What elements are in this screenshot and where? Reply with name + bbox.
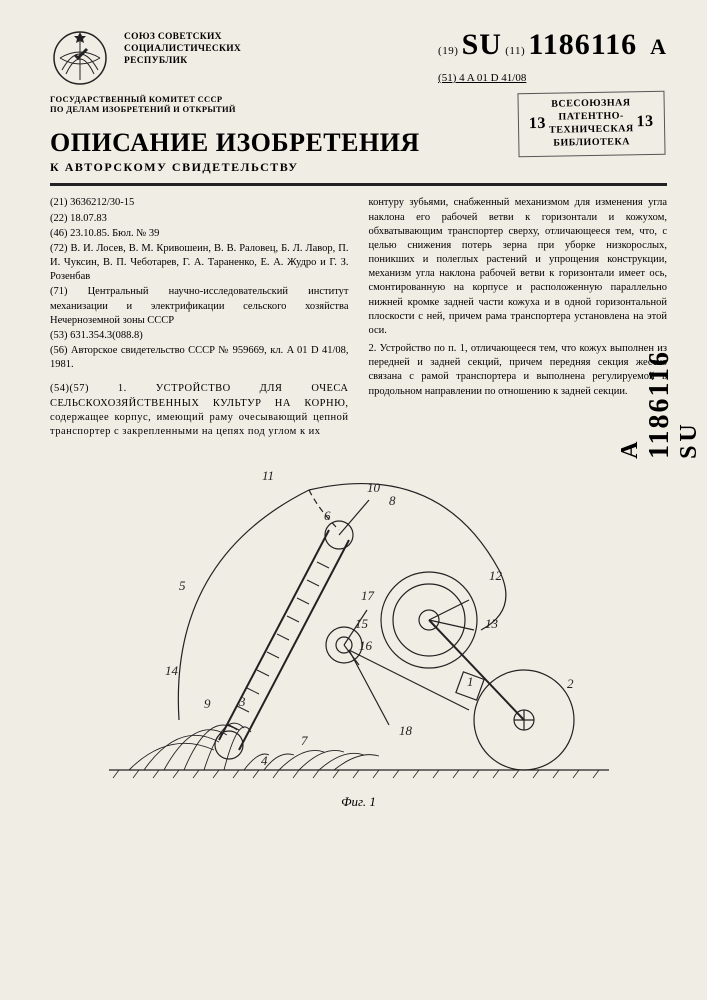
code-suffix: A bbox=[650, 34, 667, 59]
stamp-line3: ТЕХНИЧЕСКАЯ bbox=[549, 123, 634, 135]
side-suffix: A bbox=[617, 360, 644, 459]
svg-text:2: 2 bbox=[567, 676, 574, 691]
svg-text:9: 9 bbox=[204, 696, 211, 711]
svg-text:16: 16 bbox=[359, 638, 373, 653]
field-22: (22) 18.07.83 bbox=[50, 212, 349, 226]
abstract-title: (54)(57) 1. УСТРОЙСТВО ДЛЯ ОЧЕСА СЕЛЬСКО… bbox=[50, 383, 349, 408]
code-number: 1186116 bbox=[528, 28, 637, 61]
union-name: СОЮЗ СОВЕТСКИХ СОЦИАЛИСТИЧЕСКИХ РЕСПУБЛИ… bbox=[124, 28, 241, 68]
field-71: (71) Центральный научно-исследовательски… bbox=[50, 285, 349, 328]
svg-text:13: 13 bbox=[485, 616, 499, 631]
abstract-body-left: содержащее корпус, имеющий раму очесываю… bbox=[50, 412, 349, 437]
left-column: (21) 3636212/30-15 (22) 18.07.83 (46) 23… bbox=[50, 196, 349, 440]
document-code: (19) SU (11) 1186116 A (51) 4 A 01 D 41/… bbox=[438, 28, 667, 84]
svg-text:5: 5 bbox=[179, 578, 186, 593]
svg-text:6: 6 bbox=[324, 508, 331, 523]
field-56: (56) Авторское свидетельство СССР № 9596… bbox=[50, 344, 349, 372]
library-stamp: ВСЕСОЮЗНАЯ 13 ПАТЕНТНО- ТЕХНИЧЕСКАЯ 13 Б… bbox=[518, 91, 666, 158]
body-columns: (21) 3636212/30-15 (22) 18.07.83 (46) 23… bbox=[50, 196, 667, 440]
svg-text:10: 10 bbox=[367, 480, 381, 495]
code-su: SU bbox=[462, 28, 502, 61]
field-72: (72) В. И. Лосев, В. М. Кривошеин, В. В.… bbox=[50, 242, 349, 285]
figure-label: Фиг. 1 bbox=[50, 794, 667, 810]
svg-text:15: 15 bbox=[355, 616, 369, 631]
field-53: (53) 631.354.3(088.8) bbox=[50, 329, 349, 343]
sub-title: К АВТОРСКОМУ СВИДЕТЕЛЬСТВУ bbox=[50, 160, 667, 175]
svg-text:11: 11 bbox=[262, 468, 274, 483]
svg-text:14: 14 bbox=[165, 663, 179, 678]
side-number: 1186116 bbox=[644, 350, 676, 459]
field-21: (21) 3636212/30-15 bbox=[50, 196, 349, 210]
divider bbox=[50, 183, 667, 186]
svg-text:3: 3 bbox=[238, 694, 246, 709]
state-emblem bbox=[50, 28, 110, 88]
svg-text:18: 18 bbox=[399, 723, 413, 738]
code-mid: (11) bbox=[505, 45, 525, 57]
side-su: SU bbox=[676, 330, 703, 459]
figure-1: 11 10 8 5 6 12 13 17 15 16 14 9 3 4 7 18… bbox=[50, 450, 667, 810]
code-prefix: (19) bbox=[438, 45, 458, 57]
svg-text:4: 4 bbox=[261, 753, 268, 768]
classification: (51) 4 A 01 D 41/08 bbox=[438, 72, 667, 84]
document-header: СОЮЗ СОВЕТСКИХ СОЦИАЛИСТИЧЕСКИХ РЕСПУБЛИ… bbox=[50, 28, 667, 88]
svg-text:17: 17 bbox=[361, 588, 375, 603]
stamp-line4: БИБЛИОТЕКА bbox=[530, 135, 655, 150]
svg-text:12: 12 bbox=[489, 568, 503, 583]
stamp-num-left: 13 bbox=[529, 113, 546, 134]
stamp-num-right: 13 bbox=[637, 112, 654, 133]
svg-text:8: 8 bbox=[389, 493, 396, 508]
abstract-continued: контуру зубьями, снабженный механизмом д… bbox=[369, 196, 668, 338]
side-code: SU 1186116 A bbox=[617, 330, 703, 459]
svg-text:1: 1 bbox=[467, 674, 474, 689]
stamp-line2: ПАТЕНТНО- bbox=[559, 110, 624, 122]
svg-text:7: 7 bbox=[301, 733, 308, 748]
field-46: (46) 23.10.85. Бюл. № 39 bbox=[50, 227, 349, 241]
